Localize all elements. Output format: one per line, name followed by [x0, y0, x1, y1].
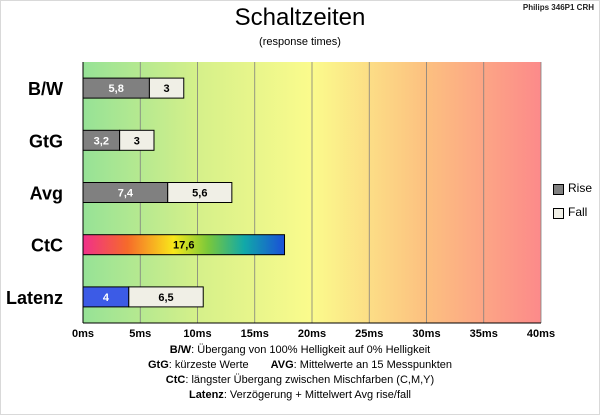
- bar-fall-b-w: [148, 77, 185, 99]
- note-ctc: CtC: längster Übergang zwischen Mischfar…: [0, 373, 600, 388]
- note-gtg-key: GtG: [147, 359, 169, 371]
- x-tick-label-10: 10ms: [183, 328, 211, 340]
- note-latenz: Latenz: Verzögerung + Mittelwert Avg ris…: [0, 388, 600, 403]
- data-label-rise-b-w: 5,8: [109, 83, 124, 95]
- x-tick-label-5: 5ms: [129, 328, 151, 340]
- data-label-fall-avg: 5,6: [192, 188, 207, 200]
- category-label-latenz: Latenz: [6, 288, 63, 308]
- chart-subtitle: (response times): [259, 36, 341, 48]
- note-bw-key: B/W: [169, 344, 192, 356]
- note-latenz-key: Latenz: [188, 389, 224, 401]
- category-label-avg: Avg: [30, 184, 63, 204]
- note-latenz-text: : Verzögerung + Mittelwert Avg rise/fall: [223, 389, 412, 401]
- data-label-rise-latenz: 4: [103, 292, 110, 304]
- data-label-rise-avg: 7,4: [118, 188, 134, 200]
- bar-rise-ctc: [82, 234, 286, 256]
- bar-fall-avg: [167, 182, 233, 203]
- legend-label-fall: Fall: [568, 205, 588, 219]
- x-tick-label-20: 20ms: [298, 328, 326, 340]
- brand-label: Philips 346P1 CRH: [522, 3, 594, 12]
- data-label-rise-ctc: 17,6: [173, 240, 194, 252]
- legend-swatch-fall: [553, 208, 564, 219]
- data-label-fall-gtg: 3: [134, 135, 140, 147]
- x-tick-label-40: 40ms: [527, 328, 555, 340]
- note-bw-text: : Übergang von 100% Helligkeit auf 0% He…: [191, 344, 431, 356]
- note-bw: B/W: Übergang von 100% Helligkeit auf 0%…: [0, 343, 600, 358]
- x-tick-label-35: 35ms: [470, 328, 498, 340]
- note-avg-key: AVG: [270, 359, 294, 371]
- chart-title: Schaltzeiten: [234, 4, 366, 31]
- data-label-fall-b-w: 3: [164, 83, 170, 95]
- note-avg-text: : Mittelwerte an 15 Messpunkten: [293, 359, 453, 371]
- data-label-fall-latenz: 6,5: [158, 292, 173, 304]
- category-label-ctc: CtC: [31, 236, 63, 256]
- x-tick-label-0: 0ms: [72, 328, 94, 340]
- x-tick-label-30: 30ms: [412, 328, 440, 340]
- category-label-b-w: B/W: [28, 79, 63, 99]
- note-ctc-text: : längster Übergang zwischen Mischfarben…: [185, 374, 435, 386]
- note-ctc-key: CtC: [165, 374, 186, 386]
- data-label-rise-gtg: 3,2: [94, 135, 109, 147]
- note-gtg-text: : kürzeste Werte: [168, 359, 249, 371]
- legend-swatch-rise: [553, 184, 564, 195]
- legend-label-rise: Rise: [568, 181, 593, 195]
- x-tick-label-25: 25ms: [355, 328, 383, 340]
- bar-fall-gtg: [119, 129, 155, 151]
- category-label-gtg: GtG: [29, 131, 63, 151]
- bar-fall-latenz: [128, 286, 204, 308]
- x-tick-label-15: 15ms: [241, 328, 269, 340]
- note-gtg-avg: GtG: kürzeste Werte AVG: Mittelwerte an 1…: [0, 358, 600, 373]
